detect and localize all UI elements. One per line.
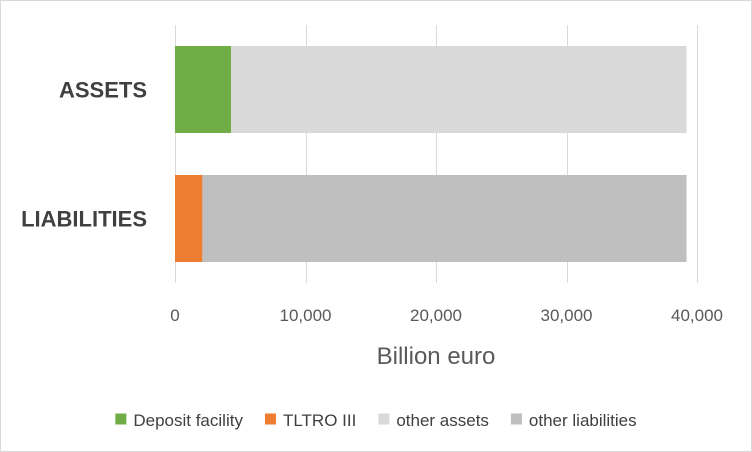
legend-swatch-other-assets <box>378 413 390 425</box>
category-labels: ASSETS LIABILITIES <box>21 78 147 232</box>
category-label-assets: ASSETS <box>59 78 147 103</box>
legend-item-other-assets: other assets <box>378 411 489 430</box>
category-label-liabilities: LIABILITIES <box>21 207 147 232</box>
legend-label-deposit-facility: Deposit facility <box>133 411 243 430</box>
legend-swatch-other-liabilities <box>510 413 522 425</box>
x-tick-label-20000: 20,000 <box>410 306 462 325</box>
legend-item-deposit-facility: Deposit facility <box>115 411 243 430</box>
x-axis-title: Billion euro <box>377 343 496 370</box>
legend-label-tltro-iii: TLTRO III <box>283 411 356 430</box>
legend-item-tltro-iii: TLTRO III <box>264 411 356 430</box>
legend-item-other-liabilities: other liabilities <box>510 411 637 430</box>
bar-assets-other-assets <box>231 46 687 133</box>
bars <box>175 46 687 262</box>
x-tick-label-40000: 40,000 <box>671 306 723 325</box>
x-tick-label-0: 0 <box>170 306 179 325</box>
x-tick-label-30000: 30,000 <box>541 306 593 325</box>
legend-label-other-assets: other assets <box>396 411 489 430</box>
legend: Deposit facility TLTRO III other assets oth… <box>115 411 637 430</box>
x-tick-label-10000: 10,000 <box>280 306 332 325</box>
legend-swatch-deposit-facility <box>115 413 127 425</box>
legend-label-other-liabilities: other liabilities <box>529 411 637 430</box>
x-tick-labels: 0 10,000 20,000 30,000 40,000 <box>170 306 723 325</box>
bar-liabilities-tltro-iii <box>175 175 203 262</box>
legend-swatch-tltro-iii <box>264 413 276 425</box>
bar-assets-deposit-facility <box>175 46 232 133</box>
bar-liabilities-other-liabilities <box>202 175 687 262</box>
